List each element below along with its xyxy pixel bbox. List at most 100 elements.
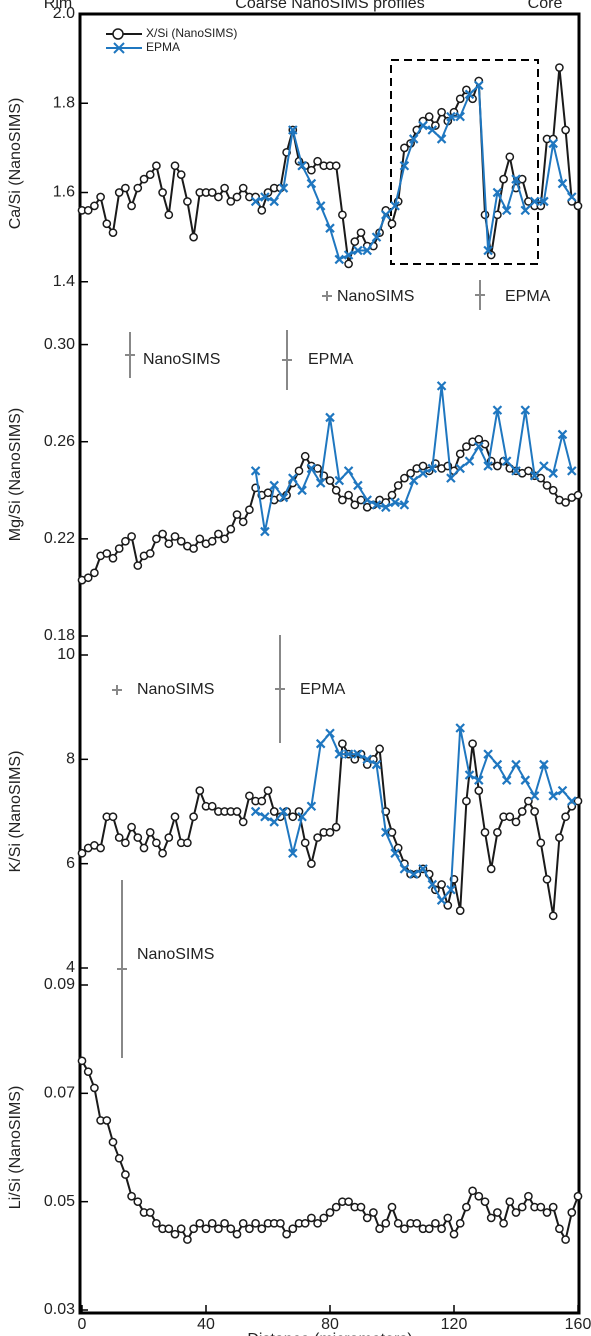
point xyxy=(492,759,503,770)
point xyxy=(220,534,229,544)
point xyxy=(483,749,493,759)
point xyxy=(436,381,447,391)
point xyxy=(400,473,409,483)
point xyxy=(90,1083,99,1093)
point xyxy=(561,812,570,822)
y-tick-label: 0.22 xyxy=(44,530,75,547)
point xyxy=(424,112,434,121)
annotation: NanoSIMS xyxy=(137,681,214,698)
point xyxy=(520,775,531,785)
point xyxy=(462,442,471,451)
point xyxy=(250,466,261,476)
point xyxy=(427,463,438,474)
point xyxy=(353,245,363,256)
x-tick-label: 160 xyxy=(565,1316,591,1333)
point xyxy=(338,210,347,220)
point xyxy=(250,806,261,817)
point xyxy=(517,807,527,816)
point xyxy=(251,1218,260,1228)
point xyxy=(276,1218,285,1228)
point xyxy=(306,178,317,189)
point xyxy=(263,488,273,498)
point xyxy=(288,125,298,135)
point xyxy=(331,822,341,832)
y-axis-label: Li/Si (NanoSIMS) xyxy=(7,1086,24,1210)
point xyxy=(189,544,198,553)
point xyxy=(418,120,428,131)
point xyxy=(207,1218,217,1228)
point xyxy=(102,549,112,558)
point xyxy=(297,811,307,822)
y-axis-label: Mg/Si (NanoSIMS) xyxy=(7,408,24,541)
point xyxy=(102,219,112,229)
point xyxy=(505,1197,515,1207)
point xyxy=(548,791,558,801)
y-tick-label: 0.30 xyxy=(44,336,75,353)
point xyxy=(511,817,521,827)
point xyxy=(468,739,477,749)
x-tick-label: 40 xyxy=(197,1316,215,1333)
point xyxy=(121,838,130,848)
point xyxy=(297,160,307,171)
point xyxy=(183,838,192,848)
point xyxy=(350,500,360,510)
point xyxy=(393,1218,403,1228)
point xyxy=(164,539,174,549)
point xyxy=(96,192,105,202)
point xyxy=(189,1224,198,1234)
point xyxy=(343,250,354,260)
point xyxy=(313,1218,322,1228)
point xyxy=(399,864,410,874)
point xyxy=(288,812,298,822)
point xyxy=(164,1224,174,1234)
point xyxy=(542,481,552,490)
point xyxy=(338,495,347,505)
point xyxy=(282,1229,291,1239)
legend-label: X/Si (NanoSIMS) xyxy=(146,26,237,40)
point xyxy=(164,833,174,842)
point xyxy=(483,461,493,471)
y-tick-label: 0.05 xyxy=(44,1193,75,1210)
point xyxy=(257,1224,267,1234)
point xyxy=(455,906,465,915)
point xyxy=(114,188,124,197)
point xyxy=(356,1202,366,1212)
point xyxy=(145,170,155,180)
point xyxy=(455,111,465,122)
point xyxy=(226,197,236,206)
point xyxy=(313,156,322,166)
point xyxy=(387,490,397,500)
point xyxy=(343,466,354,476)
legend-marker xyxy=(112,28,124,40)
x-tick-label: 0 xyxy=(78,1316,87,1333)
point xyxy=(350,237,360,246)
point xyxy=(464,89,475,100)
point xyxy=(307,859,316,869)
point xyxy=(176,1224,186,1234)
point xyxy=(145,828,155,837)
point xyxy=(353,480,363,491)
x-tick-label: 80 xyxy=(321,1316,339,1333)
point xyxy=(381,827,391,838)
point xyxy=(238,1218,248,1228)
point xyxy=(315,201,326,211)
point xyxy=(371,232,382,242)
point xyxy=(294,466,304,476)
point xyxy=(90,568,99,578)
y-tick-label: 0.07 xyxy=(44,1085,75,1102)
point xyxy=(381,502,391,513)
y-tick-label: 0.26 xyxy=(44,433,75,450)
point xyxy=(536,838,546,848)
point xyxy=(567,801,577,811)
point xyxy=(375,1224,384,1234)
point xyxy=(427,879,438,890)
y-tick-label: 0.18 xyxy=(44,627,75,644)
point xyxy=(381,210,391,220)
point xyxy=(557,785,568,796)
point xyxy=(189,232,198,242)
point xyxy=(573,796,583,806)
point xyxy=(371,759,382,770)
point xyxy=(511,466,521,476)
point xyxy=(183,1235,192,1244)
